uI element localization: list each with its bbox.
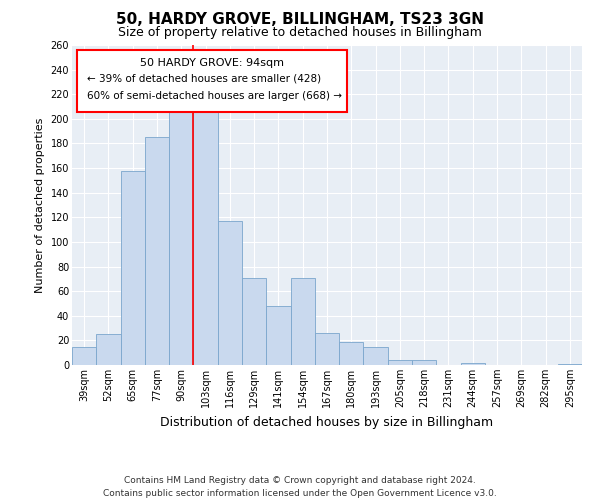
Bar [242,278,266,365]
Bar [96,334,121,365]
Text: Size of property relative to detached houses in Billingham: Size of property relative to detached ho… [118,26,482,39]
Bar [461,362,485,365]
Bar [290,278,315,365]
Bar [339,342,364,365]
Text: 60% of semi-detached houses are larger (668) →: 60% of semi-detached houses are larger (… [88,92,342,102]
Bar [412,360,436,365]
Text: ← 39% of detached houses are smaller (428): ← 39% of detached houses are smaller (42… [88,74,322,84]
Bar [145,138,169,365]
Bar [218,221,242,365]
X-axis label: Distribution of detached houses by size in Billingham: Distribution of detached houses by size … [160,416,494,428]
Bar [388,360,412,365]
FancyBboxPatch shape [77,50,347,112]
Y-axis label: Number of detached properties: Number of detached properties [35,118,45,292]
Bar [121,170,145,365]
Bar [169,106,193,365]
Bar [315,333,339,365]
Bar [72,346,96,365]
Bar [364,346,388,365]
Text: 50 HARDY GROVE: 94sqm: 50 HARDY GROVE: 94sqm [140,58,284,68]
Text: Contains HM Land Registry data © Crown copyright and database right 2024.
Contai: Contains HM Land Registry data © Crown c… [103,476,497,498]
Text: 50, HARDY GROVE, BILLINGHAM, TS23 3GN: 50, HARDY GROVE, BILLINGHAM, TS23 3GN [116,12,484,28]
Bar [193,106,218,365]
Bar [266,306,290,365]
Bar [558,364,582,365]
